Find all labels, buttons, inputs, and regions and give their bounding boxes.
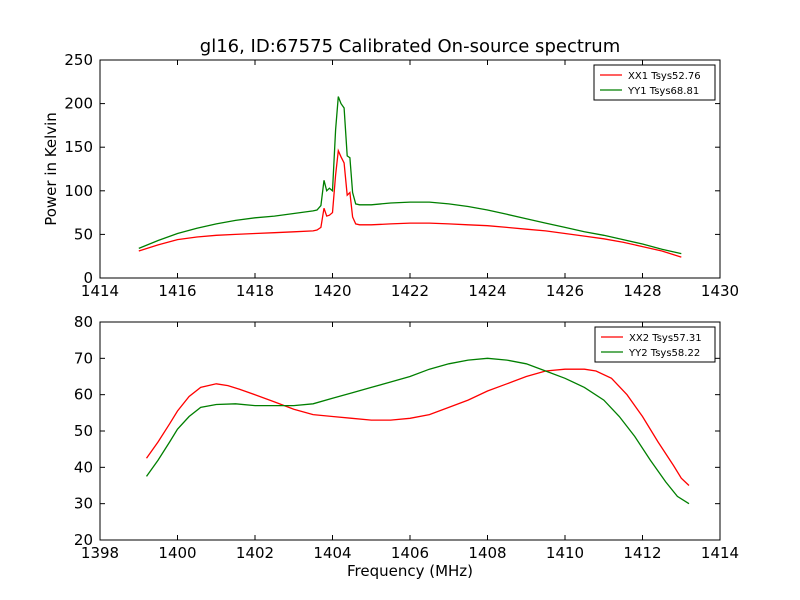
x-tick-label: 1424	[468, 282, 506, 300]
y-tick-label: 150	[64, 138, 93, 156]
y-tick-label: 40	[74, 458, 93, 476]
x-tick-label: 1416	[158, 282, 196, 300]
y-tick-label: 20	[74, 531, 93, 549]
x-tick-label: 1422	[391, 282, 429, 300]
x-axis-label: Frequency (MHz)	[347, 562, 473, 580]
legend-label: YY2 Tsys58.22	[628, 348, 700, 359]
legend-box	[593, 64, 716, 101]
legend: XX1 Tsys52.76 YY1 Tsys68.81	[593, 64, 716, 101]
top-spectrum-panel: 1414 1416 1418 1420 1422 1424 1426 1428 1430 0 50 1…	[42, 51, 739, 300]
y-tick-label: 200	[64, 95, 93, 113]
y-tick-label: 0	[83, 269, 93, 287]
y-tick-label: 70	[74, 349, 93, 367]
legend: XX2 Tsys57.31 YY2 Tsys58.22	[594, 326, 716, 363]
legend-label: XX1 Tsys52.76	[628, 71, 701, 82]
series-line-xx	[138, 148, 682, 258]
x-tick-label: 1414	[81, 282, 119, 300]
series-line-yy	[145, 357, 690, 505]
y-axis-label: Power in Kelvin	[42, 112, 60, 226]
x-tick-label: 1408	[468, 544, 506, 562]
y-tick-label: 250	[64, 51, 93, 69]
x-tick-label: 1402	[236, 544, 274, 562]
bottom-spectrum-panel: 1398 1400 1402 1404 1406 1408 1410 1412 1414 20 30…	[74, 313, 739, 580]
y-tick-label: 80	[74, 313, 93, 331]
figure-title: gl16, ID:67575 Calibrated On-source spec…	[200, 36, 620, 57]
y-tick-label: 30	[74, 495, 93, 513]
x-tick-label: 1420	[313, 282, 351, 300]
y-tick-label: 50	[74, 422, 93, 440]
x-tick-label: 1398	[81, 544, 119, 562]
x-tick-label: 1406	[391, 544, 429, 562]
legend-box	[594, 326, 716, 363]
x-tick-label: 1404	[313, 544, 351, 562]
y-tick-label: 60	[74, 386, 93, 404]
x-tick-label: 1400	[158, 544, 196, 562]
x-tick-label: 1428	[623, 282, 661, 300]
y-tick-label: 100	[64, 182, 93, 200]
x-tick-label: 1412	[623, 544, 661, 562]
legend-label: XX2 Tsys57.31	[629, 333, 702, 344]
y-tick-label: 50	[74, 225, 93, 243]
x-tick-label: 1410	[546, 544, 584, 562]
x-tick-label: 1414	[701, 544, 739, 562]
x-tick-label: 1418	[236, 282, 274, 300]
legend-label: YY1 Tsys68.81	[627, 86, 699, 97]
series-line-xx	[145, 368, 690, 486]
x-tick-label: 1430	[701, 282, 739, 300]
x-tick-label: 1426	[546, 282, 584, 300]
series-line-yy	[138, 96, 682, 255]
